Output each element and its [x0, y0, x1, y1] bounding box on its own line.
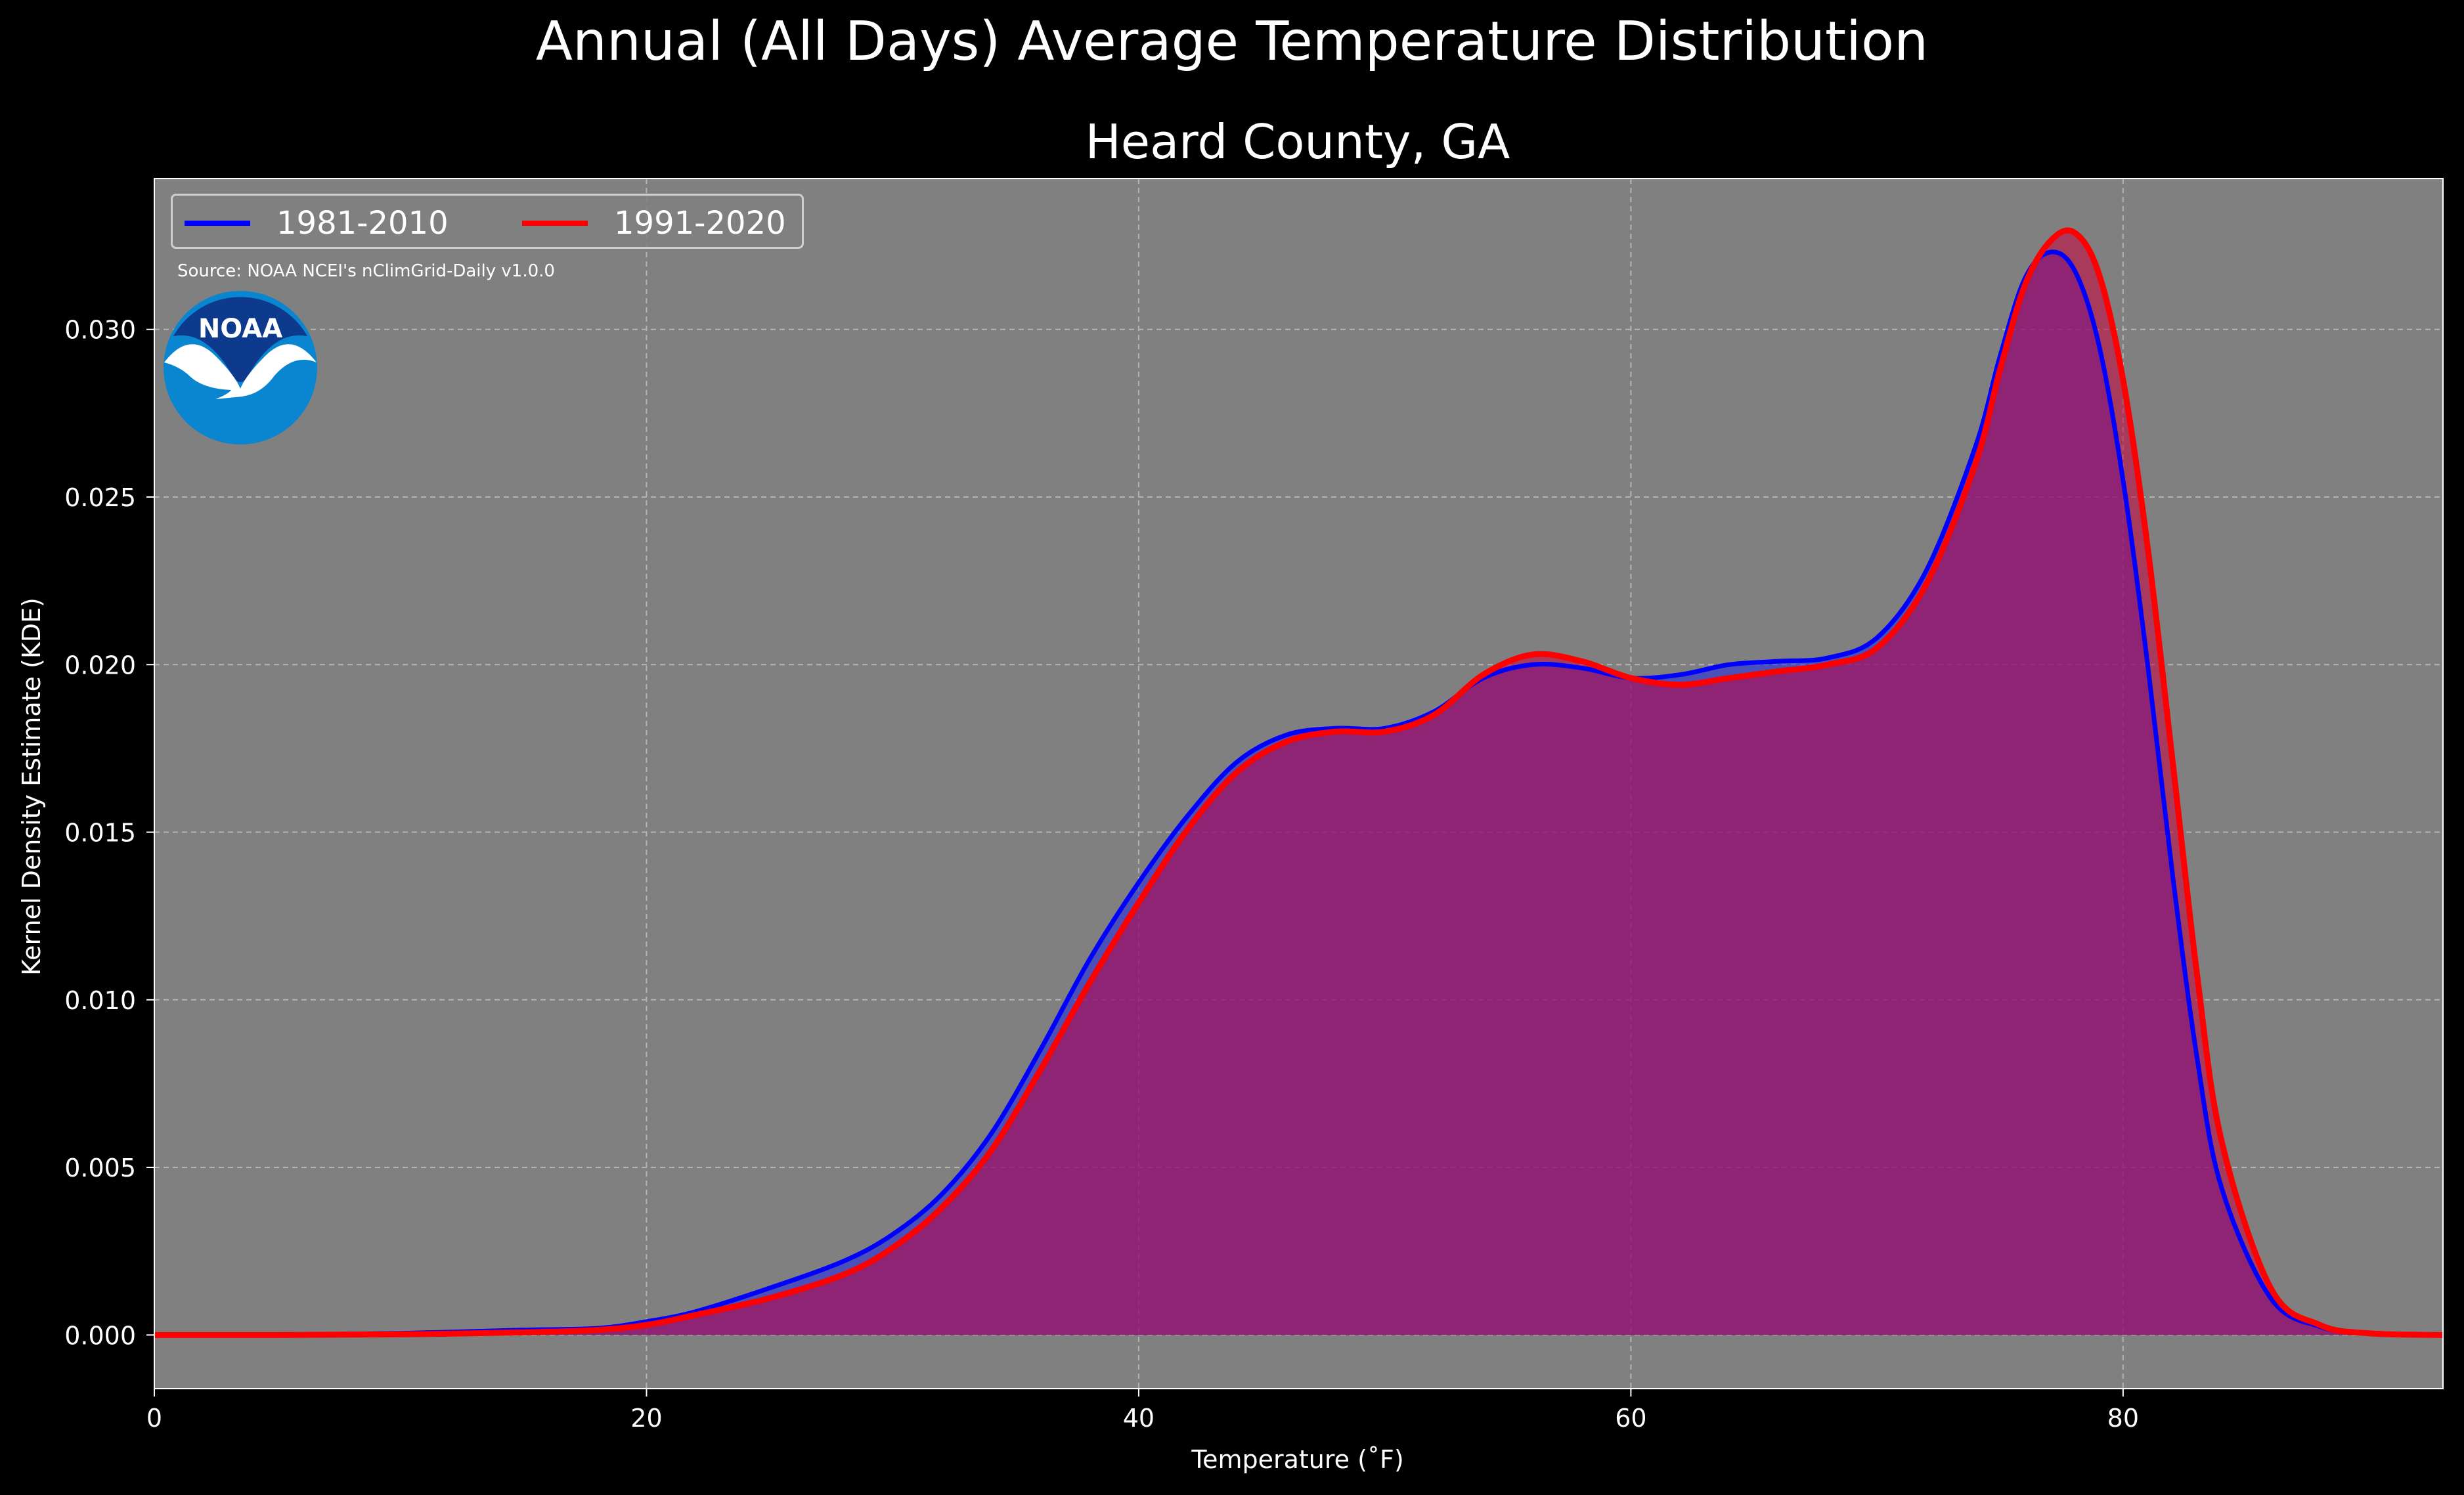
x-tick-label: 20 — [630, 1404, 662, 1433]
series-fill-1991-2020 — [154, 230, 2443, 1335]
y-tick-label: 0.025 — [64, 483, 136, 512]
plot-frame — [154, 178, 2444, 1389]
noaa-logo: NOAA — [164, 291, 317, 444]
axes: 0 20 40 60 80 0.000 0.005 0.010 0.015 0.020 0.025 0… — [64, 178, 2444, 1433]
source-note: Source: NOAA NCEI's nClimGrid-Daily v1.0… — [177, 261, 555, 281]
legend-label-1981-2010: 1981-2010 — [276, 205, 449, 242]
x-axis-label: Temperature (˚F) — [1191, 1445, 1404, 1474]
series-line-1991-2020 — [154, 227, 2444, 1338]
series-line-1981-2010 — [154, 249, 2444, 1338]
y-tick-label: 0.030 — [64, 316, 136, 345]
legend-label-1991-2020: 1991-2020 — [614, 205, 786, 242]
legend-swatch-1981-2010 — [185, 221, 250, 226]
legend-item-1981-2010: 1981-2010 — [185, 196, 449, 251]
legend-swatch-1991-2020 — [522, 221, 588, 226]
y-tick-label: 0.000 — [64, 1321, 136, 1350]
series-fills — [154, 230, 2443, 1335]
chart-title: Heard County, GA — [1085, 114, 1510, 169]
figure-suptitle: Annual (All Days) Average Temperature Di… — [535, 11, 1929, 73]
y-tick-label: 0.015 — [64, 819, 136, 848]
y-tick-label: 0.010 — [64, 986, 136, 1015]
y-tick-label: 0.020 — [64, 651, 136, 680]
x-tick-label: 60 — [1615, 1404, 1646, 1433]
legend-item-1991-2020: 1991-2020 — [522, 196, 786, 251]
noaa-logo-top — [173, 297, 307, 382]
legend: 1981-2010 1991-2020 — [171, 194, 804, 249]
noaa-logo-text: NOAA — [198, 314, 282, 344]
x-tick-label: 0 — [146, 1404, 162, 1433]
x-tick-label: 40 — [1123, 1404, 1155, 1433]
y-tick-label: 0.005 — [64, 1154, 136, 1182]
series-lines — [154, 227, 2444, 1338]
noaa-logo-bird — [164, 344, 317, 399]
x-tick-label: 80 — [2107, 1404, 2139, 1433]
